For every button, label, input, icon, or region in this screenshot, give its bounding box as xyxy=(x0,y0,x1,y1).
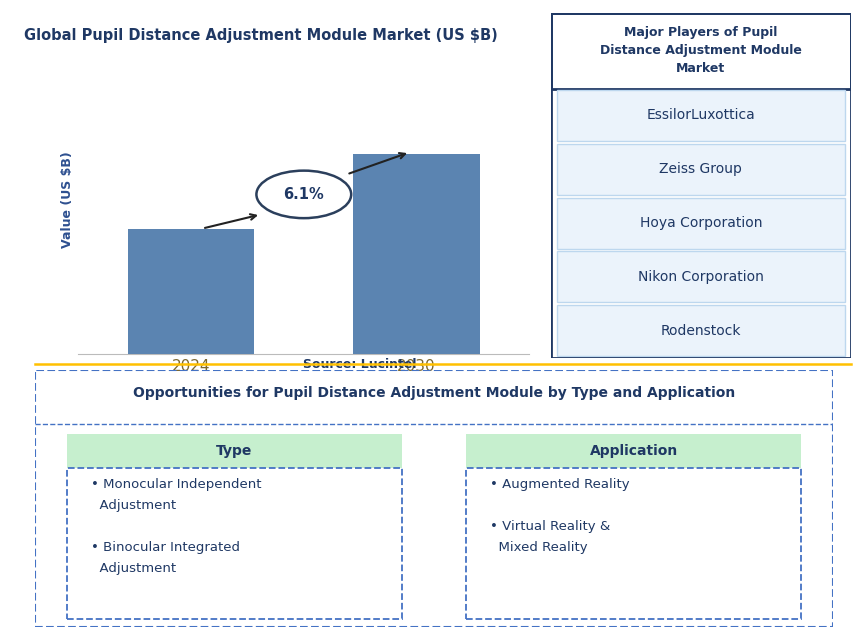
Text: Global Pupil Distance Adjustment Module Market (US $B): Global Pupil Distance Adjustment Module … xyxy=(23,28,497,44)
Text: 6.1%: 6.1% xyxy=(284,187,324,202)
FancyBboxPatch shape xyxy=(557,144,845,195)
Text: Nikon Corporation: Nikon Corporation xyxy=(638,270,764,284)
FancyBboxPatch shape xyxy=(67,468,402,619)
Bar xyxy=(128,229,254,354)
Text: Major Players of Pupil
Distance Adjustment Module
Market: Major Players of Pupil Distance Adjustme… xyxy=(600,26,802,75)
Text: Opportunities for Pupil Distance Adjustment Module by Type and Application: Opportunities for Pupil Distance Adjustm… xyxy=(133,386,735,401)
FancyBboxPatch shape xyxy=(557,251,845,303)
Text: Hoya Corporation: Hoya Corporation xyxy=(640,216,762,230)
FancyBboxPatch shape xyxy=(67,434,402,468)
FancyBboxPatch shape xyxy=(551,13,851,89)
FancyBboxPatch shape xyxy=(557,90,845,141)
Text: Type: Type xyxy=(216,444,253,458)
Text: Zeiss Group: Zeiss Group xyxy=(660,162,742,176)
Bar xyxy=(353,154,480,354)
Text: Source: Lucintel: Source: Lucintel xyxy=(304,358,417,371)
Text: Rodenstock: Rodenstock xyxy=(661,323,741,338)
Text: • Augmented Reality

• Virtual Reality &
  Mixed Reality: • Augmented Reality • Virtual Reality & … xyxy=(490,478,629,554)
FancyBboxPatch shape xyxy=(466,468,801,619)
Text: Application: Application xyxy=(589,444,678,458)
Text: EssilorLuxottica: EssilorLuxottica xyxy=(647,108,755,122)
Text: • Monocular Independent
  Adjustment

• Binocular Integrated
  Adjustment: • Monocular Independent Adjustment • Bin… xyxy=(90,478,261,575)
FancyBboxPatch shape xyxy=(466,434,801,468)
FancyBboxPatch shape xyxy=(557,305,845,356)
Y-axis label: Value (US $B): Value (US $B) xyxy=(61,151,74,248)
FancyBboxPatch shape xyxy=(557,197,845,249)
